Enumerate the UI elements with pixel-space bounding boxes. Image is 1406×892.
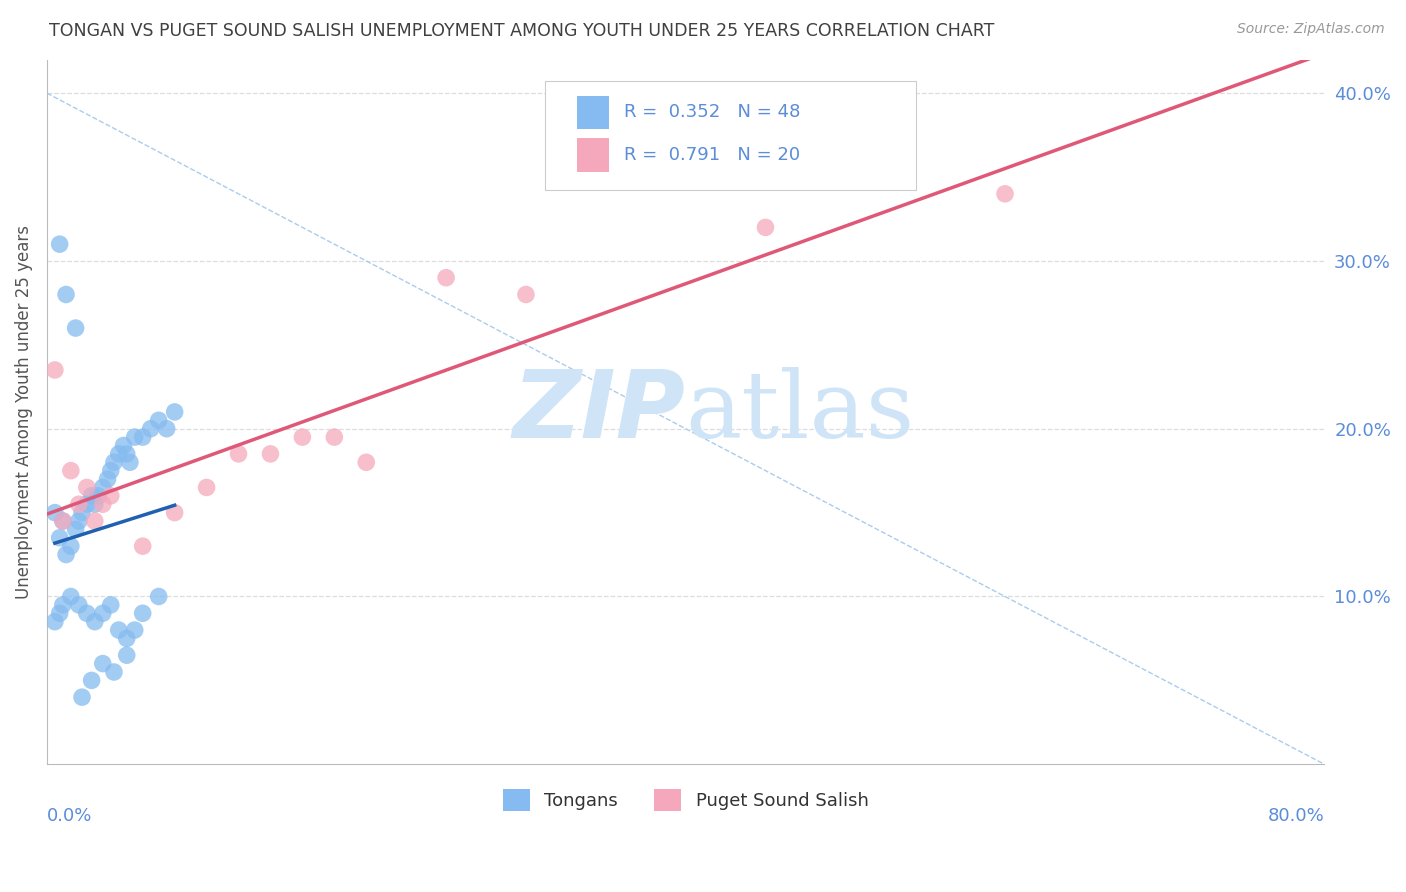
FancyBboxPatch shape [546, 81, 915, 190]
Point [70, 506, 93, 520]
Point [112, 438, 135, 452]
Point [55, 287, 77, 301]
Point [515, 287, 537, 301]
Point [67, 497, 90, 511]
Point [44, 506, 66, 520]
Point [70, 690, 93, 705]
FancyBboxPatch shape [576, 138, 609, 171]
Point [115, 648, 138, 663]
Point [994, 186, 1017, 201]
Point [259, 447, 281, 461]
Point [52, 514, 75, 528]
Point [124, 430, 146, 444]
Point [156, 422, 179, 436]
Point [107, 623, 129, 637]
Point [131, 539, 153, 553]
Point [65, 522, 87, 536]
Point [139, 422, 162, 436]
Point [754, 220, 776, 235]
Point [67, 598, 90, 612]
Point [59, 590, 82, 604]
Text: R =  0.791   N = 20: R = 0.791 N = 20 [624, 145, 800, 164]
Point [100, 464, 122, 478]
Point [91, 607, 114, 621]
Point [163, 405, 186, 419]
Text: Source: ZipAtlas.com: Source: ZipAtlas.com [1237, 22, 1385, 37]
Point [131, 430, 153, 444]
Point [124, 623, 146, 637]
Point [67, 514, 90, 528]
Point [87, 489, 110, 503]
Legend: Tongans, Puget Sound Salish: Tongans, Puget Sound Salish [495, 782, 876, 819]
Text: R =  0.352   N = 48: R = 0.352 N = 48 [624, 103, 800, 121]
Point [59, 464, 82, 478]
Point [48, 607, 70, 621]
Text: atlas: atlas [686, 367, 915, 457]
Point [48, 237, 70, 252]
Point [91, 480, 114, 494]
Point [434, 270, 457, 285]
Point [91, 657, 114, 671]
Point [76, 607, 98, 621]
Point [228, 447, 250, 461]
Point [131, 607, 153, 621]
Point [148, 413, 170, 427]
Point [44, 615, 66, 629]
Point [97, 472, 120, 486]
Point [103, 665, 125, 679]
Text: TONGAN VS PUGET SOUND SALISH UNEMPLOYMENT AMONG YOUTH UNDER 25 YEARS CORRELATION: TONGAN VS PUGET SOUND SALISH UNEMPLOYMEN… [49, 22, 994, 40]
Point [44, 363, 66, 377]
Point [115, 632, 138, 646]
Point [83, 615, 105, 629]
Point [65, 321, 87, 335]
Point [100, 489, 122, 503]
Point [59, 539, 82, 553]
Point [76, 497, 98, 511]
Point [76, 480, 98, 494]
Point [148, 590, 170, 604]
Point [80, 489, 103, 503]
Point [103, 455, 125, 469]
Text: 0.0%: 0.0% [46, 806, 93, 824]
Text: 80.0%: 80.0% [1268, 806, 1324, 824]
Point [48, 531, 70, 545]
Y-axis label: Unemployment Among Youth under 25 years: Unemployment Among Youth under 25 years [15, 225, 32, 599]
Point [195, 480, 218, 494]
Point [52, 598, 75, 612]
Point [163, 506, 186, 520]
Point [291, 430, 314, 444]
Point [115, 447, 138, 461]
Point [83, 497, 105, 511]
Point [80, 673, 103, 688]
Point [91, 497, 114, 511]
Point [118, 455, 141, 469]
Point [55, 548, 77, 562]
Point [52, 514, 75, 528]
Text: ZIP: ZIP [513, 366, 686, 458]
Point [83, 514, 105, 528]
Point [323, 430, 346, 444]
Point [100, 598, 122, 612]
Point [107, 447, 129, 461]
FancyBboxPatch shape [576, 95, 609, 129]
Point [356, 455, 378, 469]
